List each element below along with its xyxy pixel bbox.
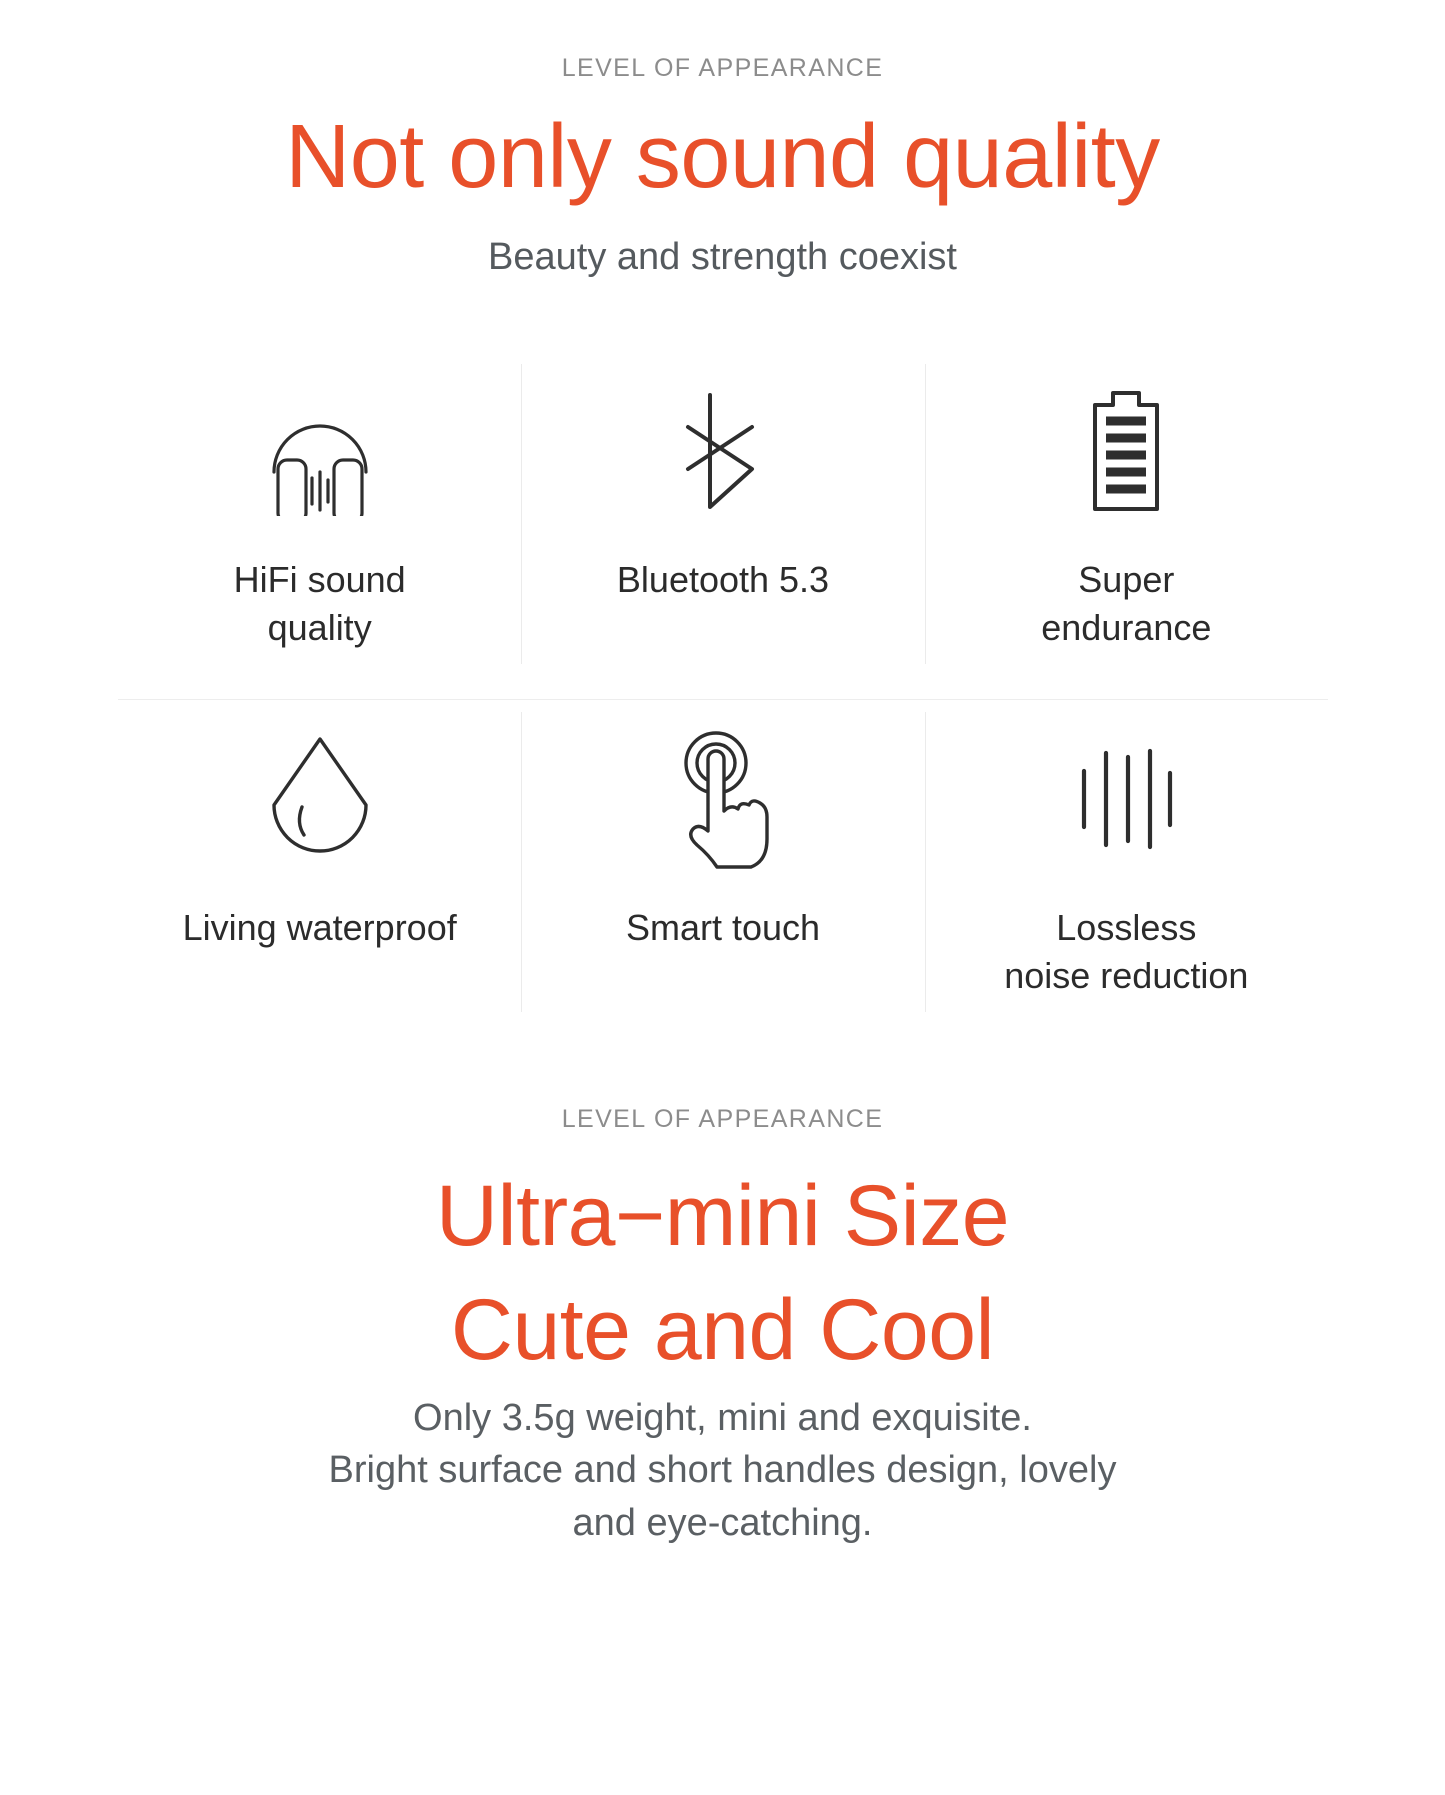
water-drop-icon (268, 724, 372, 874)
feature-cell-hifi-sound-quality: HiFi sound quality (118, 352, 522, 700)
feature-label: Living waterproof (182, 907, 457, 948)
feature-cell-living-waterproof: Living waterproof (118, 700, 521, 1048)
sound-bars-icon (1074, 724, 1178, 874)
feature-grid: HiFi sound quality Bluetooth 5.3 (118, 352, 1329, 1048)
feature-label: HiFi sound quality (233, 559, 406, 648)
headphones-icon (254, 376, 386, 526)
feature-label: Smart touch (625, 907, 821, 948)
bluetooth-icon (668, 376, 778, 526)
section-one-headline: Not only sound quality (285, 107, 1160, 207)
feature-cell-bluetooth: Bluetooth 5.3 (521, 352, 925, 700)
feature-cell-super-endurance: Super endurance (924, 352, 1329, 700)
section-two-eyebrow: LEVEL OF APPEARANCE (561, 1105, 884, 1133)
section-two-body-text: Only 3.5g weight, mini and exquisite. Br… (328, 1397, 1117, 1544)
feature-cell-smart-touch: Smart touch (521, 700, 924, 1048)
section-two-headline: Ultra−mini Size Cute and Cool (435, 1168, 1010, 1378)
feature-label: Lossless noise reduction (1004, 907, 1249, 996)
feature-cell-lossless-noise-reduction: Lossless noise reduction (924, 700, 1328, 1048)
touch-hand-icon (664, 724, 782, 874)
section-one-eyebrow: LEVEL OF APPEARANCE (561, 54, 884, 82)
feature-label: Bluetooth 5.3 (616, 559, 830, 600)
section-one-subheadline: Beauty and strength coexist (488, 236, 957, 278)
feature-label: Super endurance (1041, 559, 1212, 648)
battery-icon (1077, 376, 1175, 526)
